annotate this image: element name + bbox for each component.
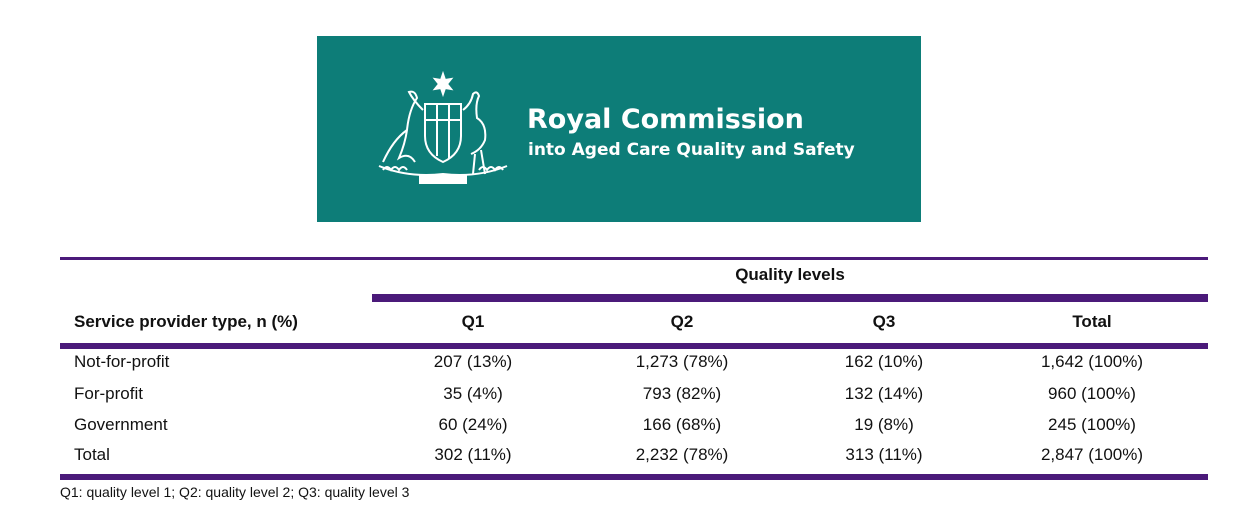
table-cell: 132 (14%) — [844, 384, 924, 403]
quality-levels-table: Quality levels Service provider type, n … — [60, 257, 1208, 487]
table-cell: 207 (13%) — [433, 352, 513, 371]
table-cell: 162 (10%) — [844, 352, 924, 371]
table-cell: 60 (24%) — [438, 415, 508, 434]
row-label: Not-for-profit — [74, 352, 170, 371]
table-footnote: Q1: quality level 1; Q2: quality level 2… — [60, 484, 410, 500]
column-header-q1: Q1 — [461, 312, 485, 331]
table-cell: 19 (8%) — [854, 415, 914, 434]
row-header-label: Service provider type, n (%) — [74, 312, 298, 331]
commonwealth-coat-of-arms-icon — [378, 70, 508, 184]
row-label: Total — [74, 445, 110, 464]
table-cell: 793 (82%) — [642, 384, 722, 403]
row-label: For-profit — [74, 384, 143, 403]
banner-subtitle: into Aged Care Quality and Safety — [528, 140, 855, 160]
table-cell: 960 (100%) — [1048, 384, 1136, 403]
table-cell: 245 (100%) — [1048, 415, 1136, 434]
row-label: Government — [74, 415, 168, 434]
table-cell: 2,232 (78%) — [635, 445, 729, 464]
royal-commission-banner: Royal Commission into Aged Care Quality … — [317, 36, 921, 222]
banner-title: Royal Commission — [527, 104, 804, 135]
group-header-rule — [372, 294, 1208, 302]
table-cell: 1,273 (78%) — [635, 352, 729, 371]
table-cell: 35 (4%) — [443, 384, 503, 403]
table-top-rule — [60, 257, 1208, 260]
column-header-q2: Q2 — [670, 312, 694, 331]
table-bottom-rule — [60, 474, 1208, 480]
header-rule — [60, 343, 1208, 349]
group-header: Quality levels — [735, 265, 845, 284]
table-cell: 166 (68%) — [642, 415, 722, 434]
column-header-total: Total — [1072, 312, 1112, 331]
column-header-q3: Q3 — [872, 312, 896, 331]
table-cell: 1,642 (100%) — [1040, 352, 1144, 371]
table-cell: 313 (11%) — [845, 445, 923, 464]
table-cell: 302 (11%) — [434, 445, 512, 464]
table-cell: 2,847 (100%) — [1040, 445, 1144, 464]
